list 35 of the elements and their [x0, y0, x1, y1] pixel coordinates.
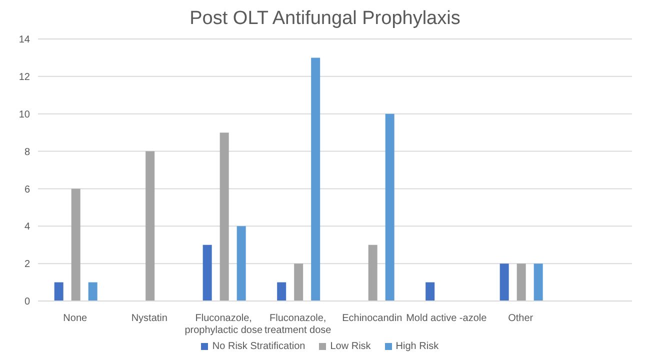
bar: [426, 282, 435, 301]
bar: [54, 282, 64, 301]
x-tick-label: Fluconazole, treatment dose: [264, 313, 332, 336]
y-tick-label: 4: [24, 222, 30, 233]
y-tick-label: 2: [24, 259, 30, 270]
x-tick-label: Mold active -azole: [406, 313, 488, 324]
bar: [534, 264, 543, 301]
x-tick-label: Fluconazole, prophylactic dose: [184, 313, 263, 336]
chart-title: Post OLT Antifungal Prophylaxis: [188, 8, 462, 31]
bar: [500, 264, 509, 301]
bar: [368, 244, 378, 301]
bar: [294, 264, 304, 301]
y-tick-label: 8: [24, 146, 30, 158]
x-tick-label: Echinocandin: [342, 313, 402, 324]
legend-label: High Risk: [394, 341, 439, 352]
bar: [88, 282, 98, 301]
bar: [146, 151, 155, 301]
y-tick-label: 6: [24, 184, 30, 196]
bar: [202, 244, 212, 301]
x-tick-label: Other: [508, 313, 534, 324]
x-tick-label: Nystatin: [131, 313, 168, 324]
bar: [311, 58, 320, 301]
y-tick-label: 0: [24, 296, 30, 308]
y-tick-label: 12: [18, 72, 30, 83]
bar: [516, 264, 526, 301]
y-tick-label: 14: [18, 34, 30, 46]
bar: [220, 132, 229, 301]
bar: [385, 114, 394, 301]
bar: [277, 282, 286, 301]
y-tick-label: 10: [18, 109, 30, 120]
x-tick-label: None: [63, 313, 88, 324]
legend-label: Low Risk: [329, 341, 371, 352]
legend-label: No Risk Stratification: [211, 341, 306, 352]
bar: [71, 188, 80, 301]
bar: [236, 226, 246, 301]
